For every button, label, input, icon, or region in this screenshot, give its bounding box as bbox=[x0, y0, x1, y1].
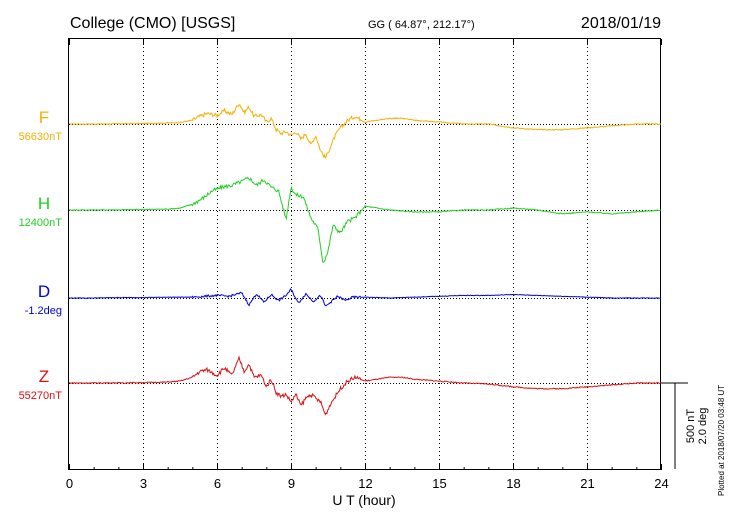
scale-bar: 500 nT 2.0 deg bbox=[661, 382, 709, 469]
series-baseline-D: -1.2deg bbox=[25, 305, 62, 317]
series-group bbox=[68, 103, 662, 416]
x-tick-label-9: 9 bbox=[288, 476, 295, 491]
x-tick-label-15: 15 bbox=[432, 476, 446, 491]
series-name-Z: Z bbox=[39, 367, 49, 386]
x-tick-label-3: 3 bbox=[140, 476, 147, 491]
scale-deg-label: 2.0 deg bbox=[697, 408, 709, 445]
series-name-F: F bbox=[39, 108, 49, 127]
series-name-H: H bbox=[38, 194, 50, 213]
series-baseline-H: 12400nT bbox=[19, 217, 63, 229]
plot-frame bbox=[68, 38, 661, 470]
series-labels: F 56630nT H 12400nT D -1.2deg Z 55270nT bbox=[19, 108, 63, 402]
series-baseline-F: 56630nT bbox=[19, 131, 63, 143]
x-tick-label-18: 18 bbox=[506, 476, 520, 491]
x-tick-label-24: 24 bbox=[654, 476, 668, 491]
series-baseline-Z: 55270nT bbox=[19, 390, 63, 402]
station-title: College (CMO) [USGS] bbox=[70, 15, 235, 32]
series-line-H bbox=[68, 176, 662, 263]
coordinates-label: GG ( 64.87°, 212.17°) bbox=[368, 19, 475, 31]
x-tick-label-0: 0 bbox=[66, 476, 73, 491]
x-tick-label-21: 21 bbox=[580, 476, 594, 491]
x-axis-label: U T (hour) bbox=[332, 492, 395, 508]
date-label: 2018/01/19 bbox=[581, 15, 661, 32]
series-line-D bbox=[68, 288, 662, 307]
plotted-note: Plotted at 2018/07/20 03:48 UT bbox=[717, 385, 726, 496]
x-tick-label-12: 12 bbox=[358, 476, 372, 491]
vertical-gridlines bbox=[143, 39, 588, 470]
series-line-Z bbox=[68, 355, 662, 416]
scale-nt-label: 500 nT bbox=[685, 409, 697, 444]
x-axis-ticks bbox=[69, 39, 662, 470]
x-axis-tick-labels: 0 3 6 9 12 15 18 21 24 bbox=[66, 476, 669, 491]
series-name-D: D bbox=[38, 282, 50, 301]
x-tick-label-6: 6 bbox=[214, 476, 221, 491]
series-line-F bbox=[69, 103, 662, 159]
